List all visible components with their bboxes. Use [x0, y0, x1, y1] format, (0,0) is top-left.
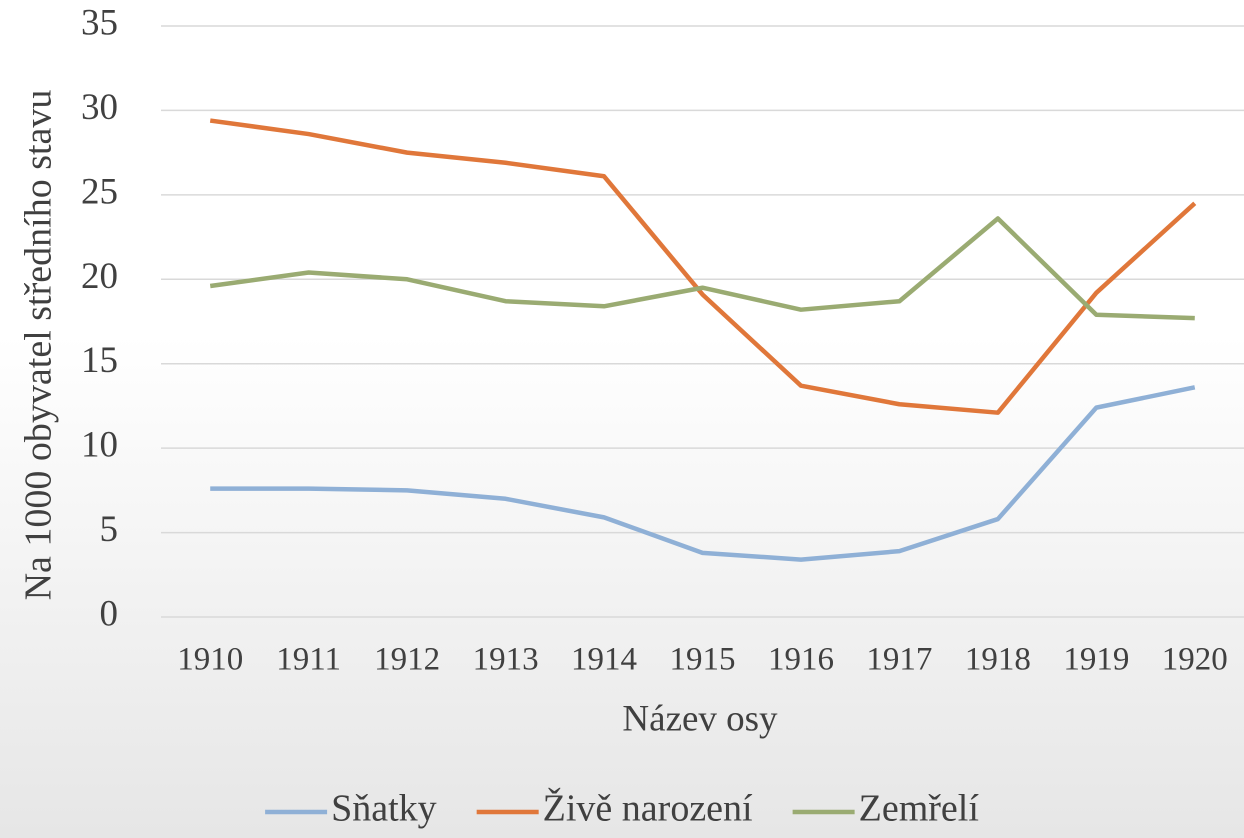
- y-tick-label: 30: [81, 87, 118, 128]
- x-tick-label: 1918: [965, 642, 1031, 678]
- y-tick-label: 20: [81, 256, 118, 297]
- y-axis-title: Na 1000 obyvatel středního stavu: [18, 90, 60, 601]
- x-tick-label: 1920: [1162, 642, 1228, 678]
- x-tick-label: 1919: [1063, 642, 1129, 678]
- x-tick-label: 1917: [866, 642, 932, 678]
- x-tick-label: 1912: [374, 642, 440, 678]
- x-tick-label: 1916: [768, 642, 834, 678]
- x-tick-label: 1910: [177, 642, 243, 678]
- legend-label: Sňatky: [331, 788, 437, 830]
- y-tick-label: 5: [100, 509, 119, 550]
- x-tick-label: 1914: [571, 642, 637, 678]
- y-tick-label: 25: [81, 171, 118, 212]
- line-series: [210, 385, 1196, 562]
- y-tick-label: 35: [81, 2, 118, 43]
- line-series: [209, 118, 1197, 415]
- y-tick-label: 15: [81, 340, 118, 381]
- legend-label: Živě narození: [543, 788, 753, 830]
- line-series: [209, 216, 1195, 321]
- x-tick-label: 1913: [473, 642, 539, 678]
- legend-label: Zemřelí: [859, 788, 980, 830]
- x-tick-label: 1915: [670, 642, 736, 678]
- y-tick-label: 10: [81, 425, 118, 466]
- y-tick-label: 0: [100, 593, 119, 634]
- x-axis-title: Název osy: [622, 698, 778, 739]
- x-tick-label: 1911: [276, 642, 341, 678]
